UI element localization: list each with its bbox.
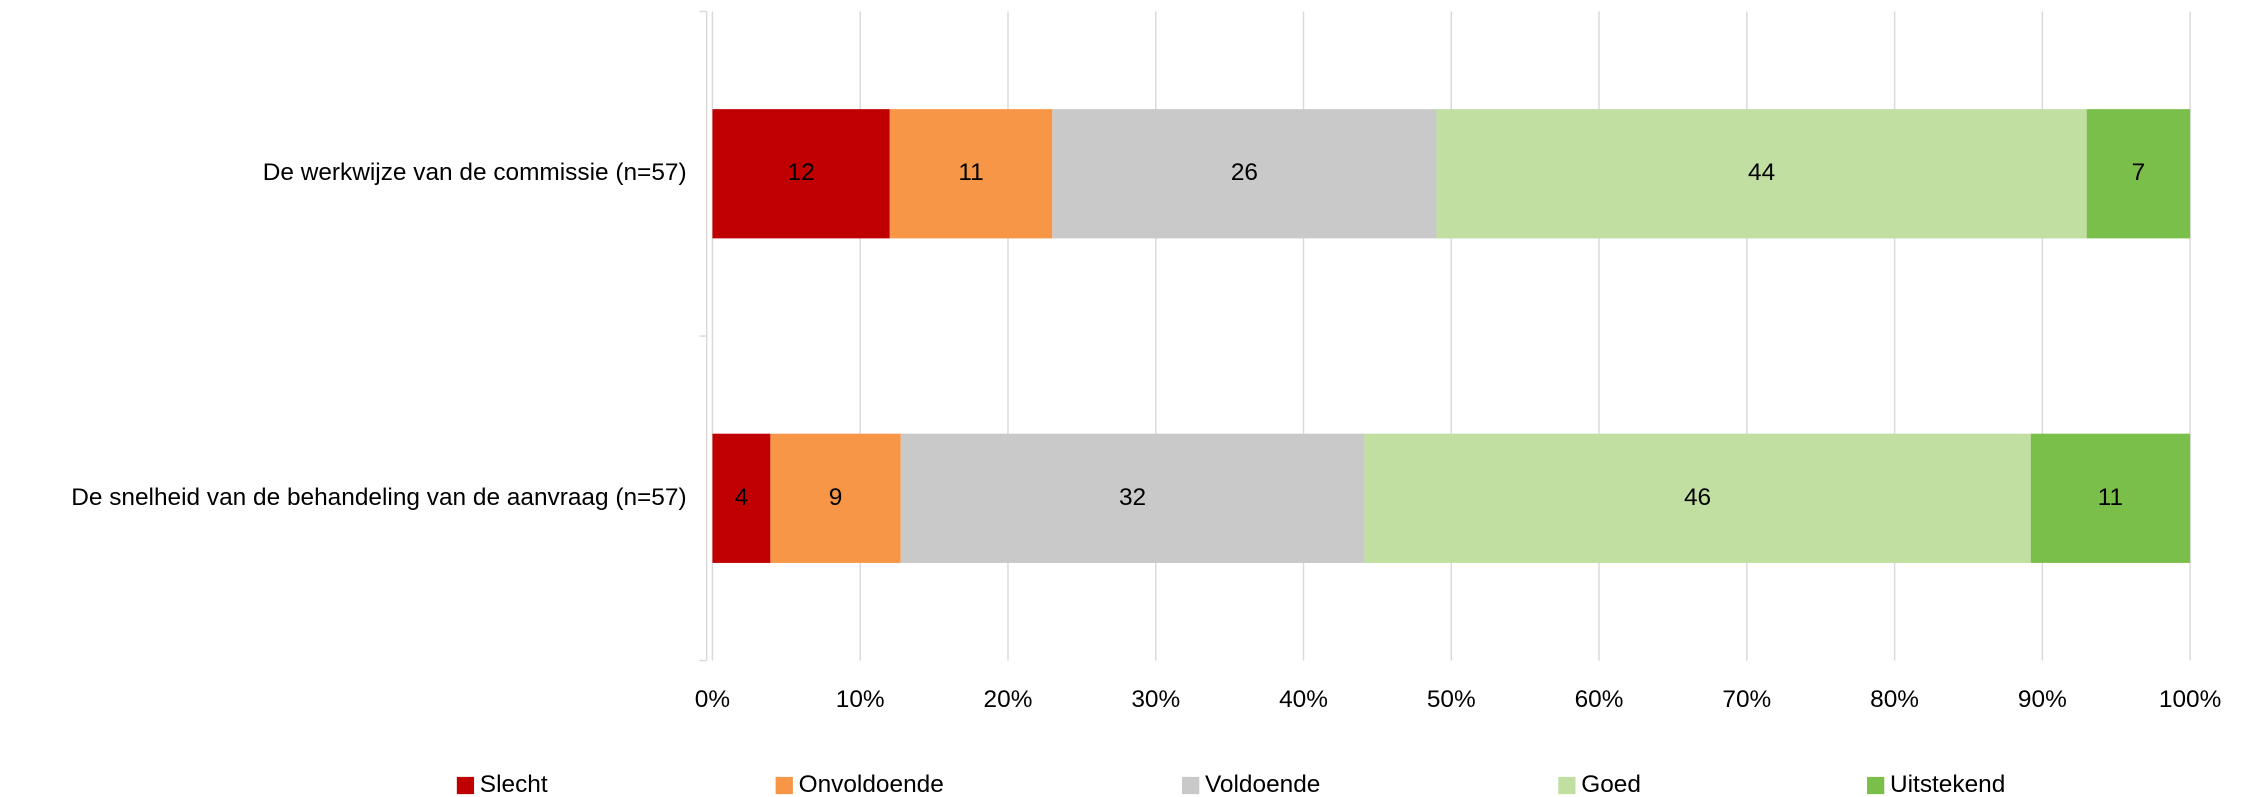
legend-label: Onvoldoende [799, 771, 944, 797]
legend-swatch [1867, 776, 1885, 795]
legend-swatch [775, 776, 793, 795]
x-tick-label: 30% [1131, 686, 1180, 713]
data-label: 12 [788, 159, 815, 186]
data-label: 46 [1684, 484, 1711, 511]
bar-segment [1436, 109, 2087, 239]
data-label: 11 [2098, 484, 2123, 511]
category-label: De snelheid van de behandeling van de aa… [71, 484, 686, 511]
x-tick-label: 0% [695, 686, 730, 713]
bar-segment [900, 433, 1365, 563]
data-label: 44 [1748, 159, 1775, 186]
x-tick-label: 50% [1427, 686, 1476, 713]
data-label: 11 [958, 159, 983, 186]
legend-label: Uitstekend [1890, 771, 2005, 797]
bar-segment [2086, 109, 2191, 239]
category-label: De werkwijze van de commissie (n=57) [263, 159, 687, 186]
bar-segment [1364, 433, 2031, 563]
x-tick-label: 100% [2159, 686, 2221, 713]
x-tick-label: 70% [1722, 686, 1771, 713]
x-tick-label: 60% [1575, 686, 1624, 713]
x-tick-label: 10% [836, 686, 885, 713]
bar-segment [1052, 109, 1437, 239]
legend-label: Goed [1581, 771, 1641, 797]
data-label: 9 [829, 484, 843, 511]
legend-swatch [1558, 776, 1576, 795]
legend-label: Slecht [480, 771, 548, 797]
x-tick-label: 20% [984, 686, 1033, 713]
data-label: 7 [2132, 159, 2146, 186]
legend-label: Voldoende [1205, 771, 1320, 797]
bar-segment [770, 433, 901, 563]
x-tick-label: 80% [1870, 686, 1919, 713]
x-tick-label: 90% [2018, 686, 2067, 713]
legend-swatch [456, 776, 475, 795]
legend-swatch [1182, 776, 1200, 795]
bar-segment [712, 109, 890, 239]
bar-segment [712, 433, 771, 563]
data-label: 4 [735, 484, 749, 511]
bar-segment [889, 109, 1053, 239]
bar-segment [2030, 433, 2191, 563]
x-tick-label: 40% [1279, 686, 1328, 713]
data-label: 32 [1119, 484, 1146, 511]
data-label: 26 [1231, 159, 1258, 186]
